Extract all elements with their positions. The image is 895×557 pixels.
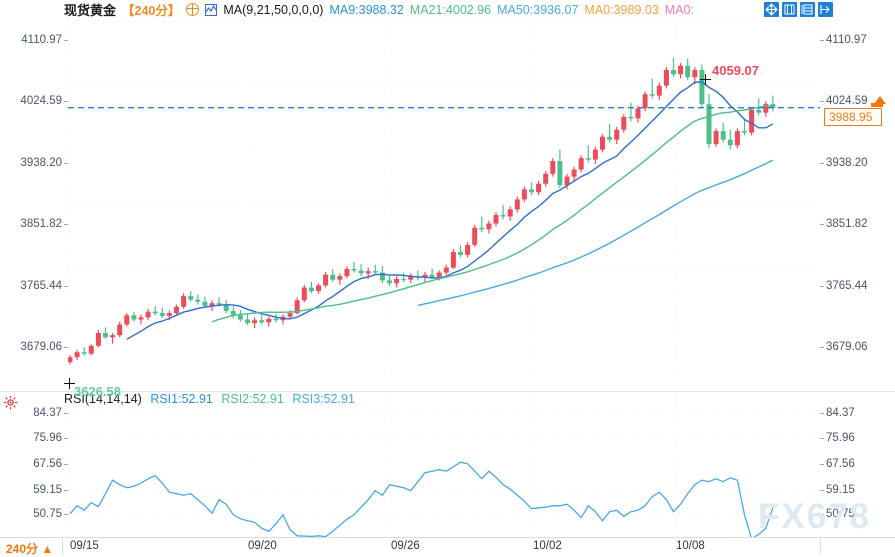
ma50-value: MA50:3936.07: [497, 2, 579, 17]
rsi-axis-label: 59.15: [826, 484, 855, 496]
price-axis-label: 3765.44: [20, 280, 62, 292]
time-axis[interactable]: 240分 ▲ 09/15 09/20 09/26 10/02 10/08: [0, 537, 895, 556]
price-axis-label: 3679.06: [826, 341, 868, 353]
watermark: FX678: [758, 497, 872, 536]
rsi-axis-label: 67.56: [33, 458, 62, 470]
axis-tick: [64, 101, 68, 102]
move-crosshair-icon[interactable]: [764, 2, 779, 17]
axis-tick: [64, 490, 68, 491]
rsi-axis-right[interactable]: 84.37 75.96 67.56 59.15 50.75: [820, 392, 895, 538]
axis-tick: [64, 464, 68, 465]
rsi-axis-label: 59.15: [33, 484, 62, 496]
axis-tick: [64, 224, 68, 225]
ma-wave-icon[interactable]: [205, 3, 218, 16]
last-price-arrow-icon: [874, 96, 886, 104]
rsi-axis-label: 75.96: [826, 432, 855, 444]
ma-indicator-name: MA(9,21,50,0,0,0): [223, 2, 324, 17]
sun-settings-icon[interactable]: [3, 395, 18, 410]
axis-tick: [64, 514, 68, 515]
axis-tick: [820, 464, 824, 465]
axis-tick: [64, 347, 68, 348]
price-axis-label: 3938.20: [826, 157, 868, 169]
price-axis-label: 4024.59: [826, 95, 868, 107]
rsi-axis-label: 84.37: [33, 407, 62, 419]
chart-header: 现货黄金 【240分】 MA(9,21,50,0,0,0) MA9:3988.3…: [0, 0, 895, 19]
price-axis-label: 4110.97: [826, 34, 867, 46]
axis-tick: [820, 514, 824, 515]
chart-toolbar[interactable]: [764, 2, 833, 17]
time-axis-label: 09/20: [248, 540, 277, 552]
axis-tick: [820, 413, 824, 414]
low-annotation: 3626.58: [74, 384, 121, 399]
period-label[interactable]: 【240分】: [122, 4, 181, 18]
chart-fit-icon[interactable]: [800, 2, 815, 17]
axis-tick: [820, 347, 824, 348]
price-axis-label: 4110.97: [21, 34, 62, 46]
price-axis-right[interactable]: 4110.97 4024.59 3938.20 3851.82 3765.44 3679.…: [820, 19, 895, 389]
chart-scale-icon[interactable]: [782, 2, 797, 17]
time-axis-label: 09/26: [391, 540, 420, 552]
rsi-axis-label: 50.75: [33, 508, 62, 520]
crosshair-circle-icon[interactable]: [185, 2, 200, 16]
axis-tick: [64, 163, 68, 164]
axis-tick: [820, 286, 824, 287]
price-axis-label: 4024.59: [20, 95, 62, 107]
time-axis-label: 10/02: [533, 540, 562, 552]
time-axis-label: 09/15: [70, 540, 99, 552]
ma21-value: MA21:4002.96: [409, 2, 492, 17]
ma0b-value: MA0:: [664, 2, 694, 17]
symbol-name[interactable]: 现货黄金: [64, 3, 117, 18]
axis-tick: [820, 101, 824, 102]
axis-tick: [820, 224, 824, 225]
axis-tick: [64, 413, 68, 414]
rsi2-value: RSI2:52.91: [221, 392, 284, 406]
axis-tick: [64, 40, 68, 41]
price-axis-label: 3851.82: [826, 218, 868, 230]
rsi-axis-label: 84.37: [826, 407, 855, 419]
axis-divider: [820, 538, 821, 554]
axis-tick: [64, 438, 68, 439]
price-pane: 4110.97 4024.59 3938.20 3851.82 3765.44 3679.…: [0, 19, 895, 399]
high-annotation: 4059.07: [712, 63, 759, 78]
last-price-arrow-base-icon: [871, 103, 883, 107]
rsi-axis-label: 50.75: [826, 508, 855, 520]
axis-tick: [820, 163, 824, 164]
axis-tick: [820, 40, 824, 41]
price-axis-left[interactable]: 4110.97 4024.59 3938.20 3851.82 3765.44 3679.…: [0, 19, 68, 389]
timeframe-selector[interactable]: 240分 ▲: [6, 542, 54, 556]
rsi3-value: RSI3:52.91: [292, 392, 355, 406]
candlestick-plot[interactable]: [68, 19, 820, 389]
rsi-header: RSI(14,14,14) RSI1:52.91 RSI2:52.91 RSI3…: [64, 392, 355, 406]
last-price-tag[interactable]: 3988.95: [824, 108, 882, 126]
rsi-plot[interactable]: [68, 392, 820, 538]
rsi-axis-left[interactable]: 84.37 75.96 67.56 59.15 50.75: [0, 392, 68, 538]
axis-divider: [62, 538, 63, 554]
axis-tick: [64, 286, 68, 287]
price-axis-label: 3765.44: [826, 280, 868, 292]
price-axis-label: 3679.06: [20, 341, 62, 353]
rsi1-value: RSI1:52.91: [150, 392, 213, 406]
rsi-indicator-name: RSI(14,14,14): [64, 392, 142, 406]
time-axis-label: 10/08: [676, 540, 705, 552]
price-axis-label: 3938.20: [20, 157, 62, 169]
rsi-axis-label: 75.96: [33, 432, 62, 444]
axis-tick: [820, 490, 824, 491]
rsi-pane: RSI(14,14,14) RSI1:52.91 RSI2:52.91 RSI3…: [0, 391, 895, 538]
rsi-axis-label: 67.56: [826, 458, 855, 470]
price-axis-label: 3851.82: [20, 218, 62, 230]
chart-export-icon[interactable]: [818, 2, 833, 17]
low-crosshair-marker: [64, 378, 75, 389]
ma9-value: MA9:3988.32: [329, 2, 404, 17]
axis-tick: [820, 438, 824, 439]
ma0a-value: MA0:3989.03: [584, 2, 659, 17]
high-crosshair-marker: [700, 74, 711, 85]
